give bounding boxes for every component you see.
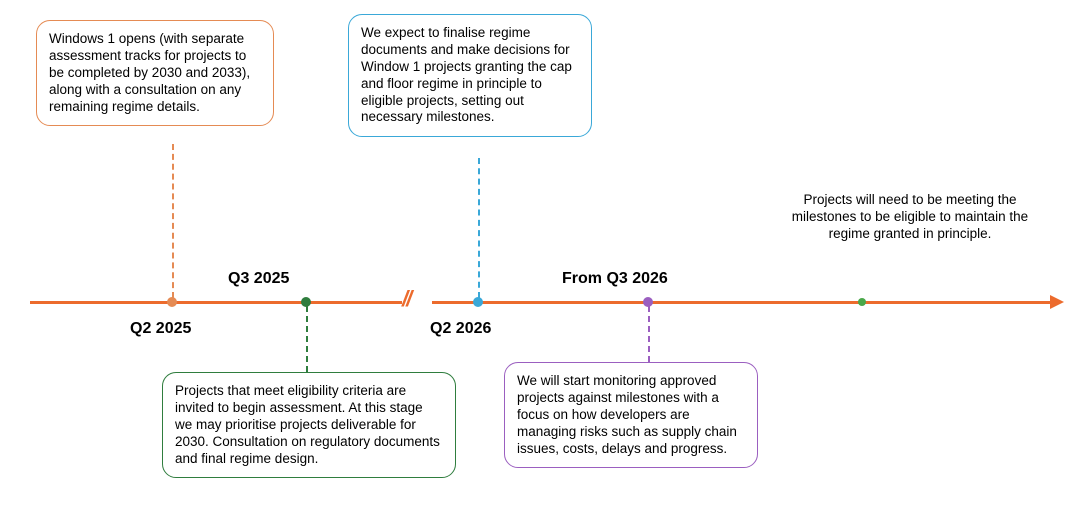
side-note: Projects will need to be meeting the mil… <box>790 192 1030 243</box>
label-q3-2025: Q3 2025 <box>228 270 289 288</box>
dot-q2-2026 <box>473 297 483 307</box>
timeline-diagram: { "canvas": { "width": 1082, "height": 5… <box>0 0 1082 505</box>
dot-ongoing <box>858 298 866 306</box>
label-q2-2026: Q2 2026 <box>430 320 491 338</box>
callout-q3-2026: We will start monitoring approved projec… <box>504 362 758 468</box>
axis-segment-1 <box>30 301 402 304</box>
axis-break-icon: // <box>402 286 410 312</box>
axis-arrowhead-icon <box>1050 295 1064 309</box>
callout-q3-2025: Projects that meet eligibility criteria … <box>162 372 456 478</box>
connector-q2-2025 <box>172 144 174 298</box>
connector-q3-2026 <box>648 306 650 362</box>
label-q2-2025: Q2 2025 <box>130 320 191 338</box>
callout-q2-2025: Windows 1 opens (with separate assessmen… <box>36 20 274 126</box>
axis-segment-2 <box>432 301 1050 304</box>
connector-q2-2026 <box>478 158 480 298</box>
connector-q3-2025 <box>306 306 308 372</box>
label-q3-2026: From Q3 2026 <box>562 270 668 288</box>
callout-q2-2026: We expect to finalise regime documents a… <box>348 14 592 137</box>
dot-q2-2025 <box>167 297 177 307</box>
